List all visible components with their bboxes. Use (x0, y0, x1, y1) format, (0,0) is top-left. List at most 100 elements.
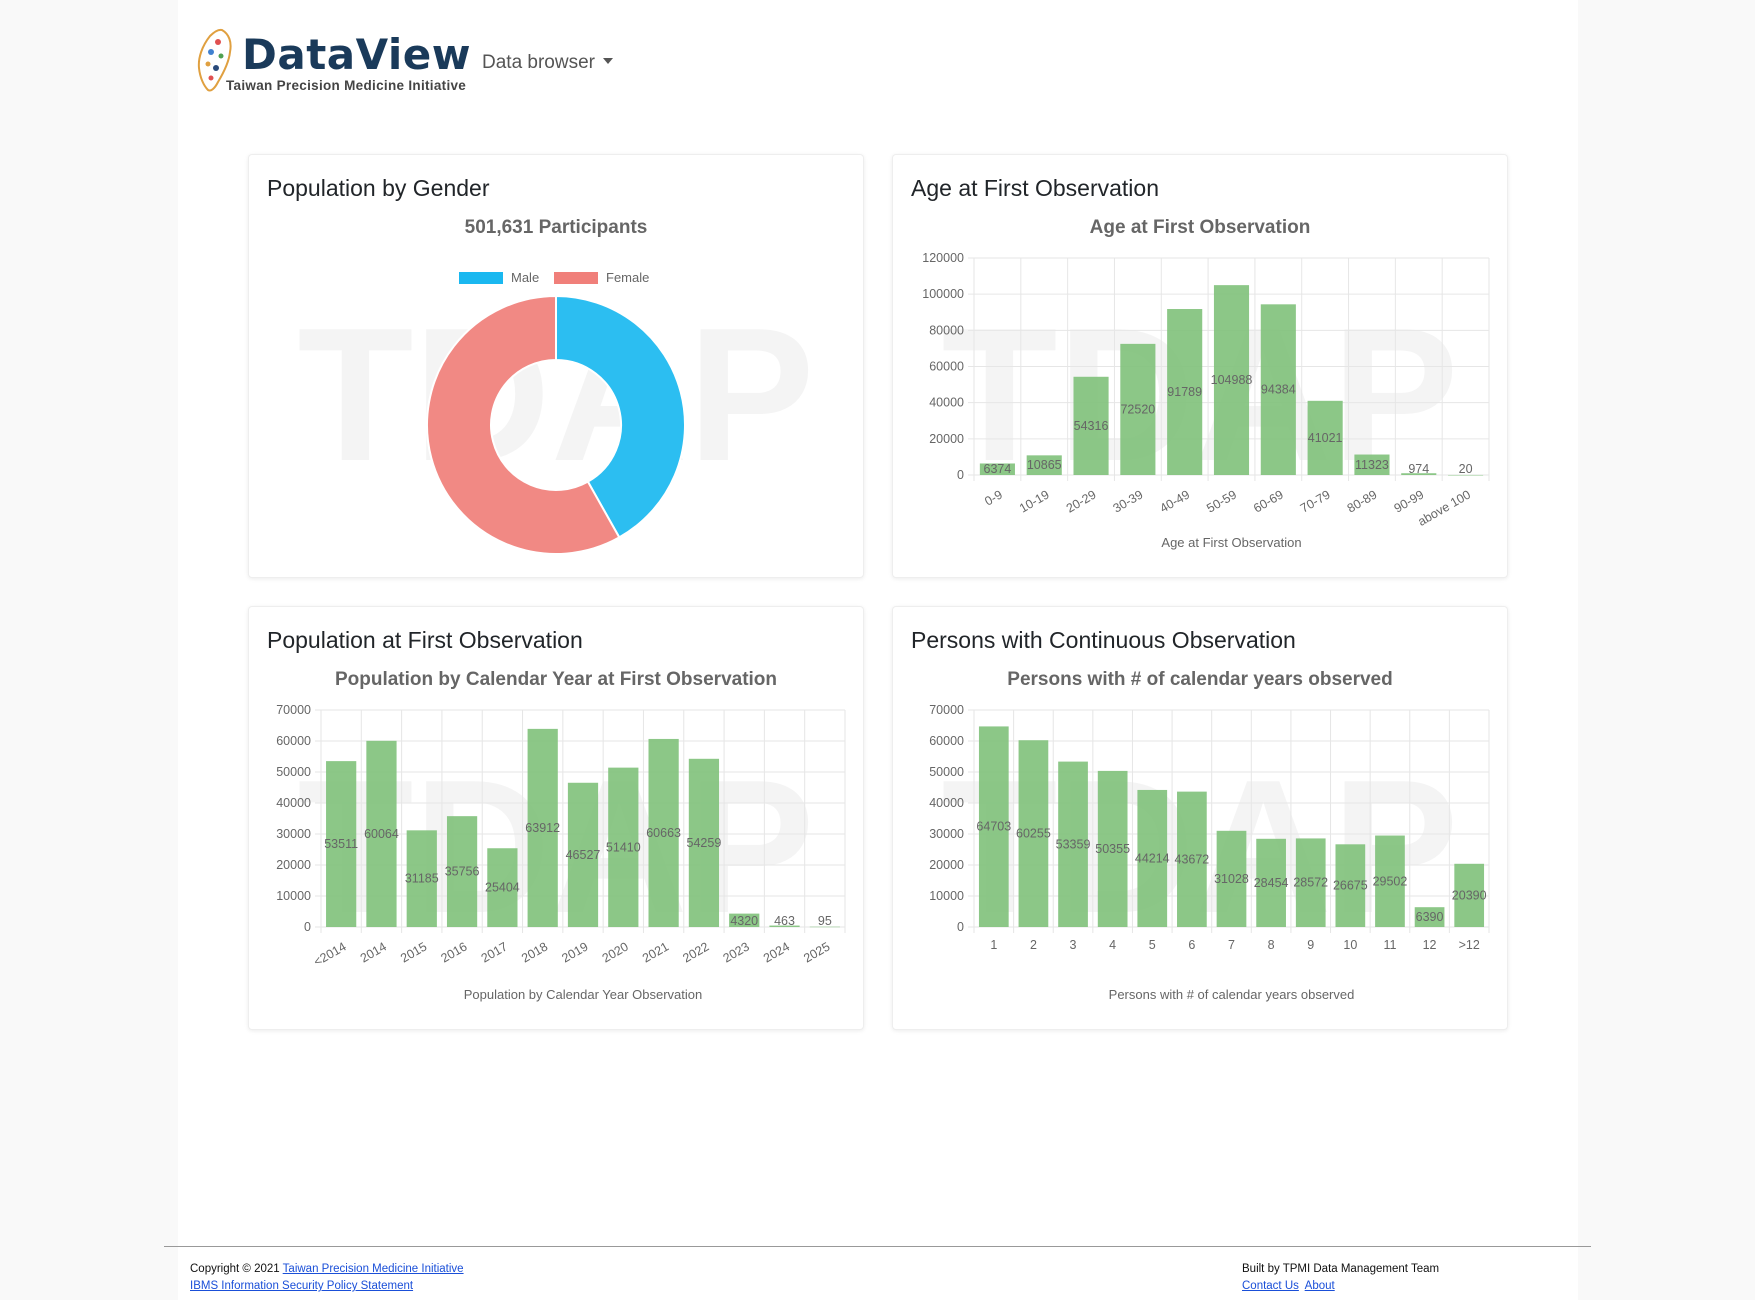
data-label: 91789 (1167, 385, 1202, 399)
y-tick-label: 60000 (929, 360, 964, 374)
y-tick-label: 20000 (276, 858, 311, 872)
tpmi-link[interactable]: Taiwan Precision Medicine Initiative (282, 1263, 464, 1275)
data-browser-dropdown[interactable]: Data browser (482, 52, 613, 74)
bar-50-59 (1213, 285, 1250, 475)
card-population-by-gender: Population by Gender 501,631 Participant… (248, 154, 864, 578)
bar->12 (1454, 863, 1485, 927)
security-policy-link[interactable]: IBMS Information Security Policy Stateme… (190, 1280, 414, 1292)
brand-title[interactable]: DataView (242, 30, 472, 79)
bar-2024 (769, 925, 800, 927)
data-label: 44214 (1135, 851, 1170, 865)
bar-9 (1295, 838, 1326, 927)
card-title: Age at First Observation (911, 175, 1159, 201)
data-label: 4320 (730, 914, 758, 928)
bar-3 (1058, 761, 1088, 927)
bar-8 (1256, 838, 1286, 927)
x-tick-label: 3 (1070, 938, 1077, 952)
x-tick-label: 11 (1383, 938, 1396, 952)
data-label: 31028 (1214, 872, 1249, 886)
footer-right: Built by TPMI Data Management Team Conta… (1242, 1261, 1439, 1295)
y-tick-label: 50000 (276, 765, 311, 779)
card-population-at-first-observation: Population at First Observation Populati… (248, 606, 864, 1030)
caret-down-icon (603, 57, 613, 64)
data-label: 6374 (984, 462, 1012, 476)
data-label: 51410 (606, 840, 641, 854)
bar-2022 (688, 758, 720, 927)
data-label: 64703 (976, 820, 1011, 834)
bar-2025 (809, 926, 840, 928)
data-label: 50355 (1095, 842, 1130, 856)
legend-label-female: Female (606, 270, 649, 285)
bar-1 (978, 726, 1009, 927)
x-tick-label: 2 (1030, 938, 1037, 952)
data-label: 31185 (405, 872, 439, 886)
x-tick-label: >12 (1459, 938, 1480, 952)
bar-2023 (729, 913, 760, 927)
bar-2021 (648, 738, 679, 927)
data-label: 10865 (1027, 458, 1062, 472)
about-link[interactable]: About (1304, 1280, 1335, 1292)
data-label: 6390 (1416, 910, 1444, 924)
x-axis-label: Population by Calendar Year Observation (464, 987, 703, 1002)
bar-4 (1097, 770, 1128, 927)
y-tick-label: 0 (957, 468, 964, 482)
x-tick-label: 12 (1423, 938, 1437, 952)
bar-2018 (527, 728, 558, 927)
card-continuous-observation: Persons with Continuous Observation Pers… (892, 606, 1508, 1030)
data-label: 41021 (1308, 431, 1343, 445)
bar-2015 (406, 830, 437, 927)
bar-2019 (567, 782, 599, 927)
bar-2016 (446, 816, 478, 927)
data-label: 463 (774, 914, 795, 928)
built-by-text: Built by TPMI Data Management Team (1242, 1263, 1440, 1275)
header: DataView Taiwan Precision Medicine Initi… (196, 22, 796, 102)
x-tick-label: 5 (1149, 938, 1156, 952)
bar-10-19 (1026, 455, 1062, 475)
data-label: 94384 (1261, 383, 1296, 397)
y-tick-label: 80000 (929, 323, 964, 337)
y-tick-label: 40000 (929, 396, 964, 410)
chart-title: Population by Calendar Year at First Obs… (335, 669, 777, 690)
x-tick-label: 4 (1109, 938, 1116, 952)
donut-slice-male (555, 294, 686, 539)
legend-swatch-female (554, 272, 598, 284)
x-tick-label: 9 (1307, 938, 1314, 952)
data-label: 60255 (1016, 827, 1051, 841)
bar-12 (1414, 907, 1445, 927)
contact-us-link[interactable]: Contact Us (1242, 1280, 1299, 1292)
footer-left: Copyright © 2021 Taiwan Precision Medici… (190, 1261, 464, 1295)
card-title: Population at First Observation (267, 627, 583, 653)
chart-title: 501,631 Participants (465, 217, 648, 238)
bar-10 (1335, 844, 1366, 927)
data-label: 54259 (687, 836, 722, 850)
data-label: 60663 (646, 826, 681, 840)
data-label: 43672 (1175, 852, 1210, 866)
donut-slice-female (426, 294, 621, 555)
year-bar-chart: Population by Calendar Year at First Obs… (276, 669, 846, 1002)
bar-2014 (366, 740, 397, 927)
continuous-bar-chart: Persons with # of calendar years observe… (929, 669, 1490, 1002)
x-tick-label: 1 (990, 938, 997, 952)
data-label: 35756 (445, 865, 480, 879)
bar-11 (1375, 835, 1405, 927)
bar-6 (1177, 791, 1207, 927)
bar-0-9 (979, 463, 1015, 475)
data-label: 53511 (324, 837, 358, 851)
card-age-at-first-observation: Age at First Observation Age at First Ob… (892, 154, 1508, 578)
y-tick-label: 10000 (929, 889, 964, 903)
data-label: 28454 (1254, 876, 1289, 890)
x-axis-label: Persons with # of calendar years observe… (1109, 987, 1355, 1002)
x-tick-label: 7 (1228, 938, 1235, 952)
data-label: 974 (1408, 462, 1429, 476)
card-title: Persons with Continuous Observation (911, 627, 1296, 653)
y-tick-label: 40000 (276, 796, 311, 810)
data-label: 72520 (1120, 402, 1155, 416)
bar-2 (1018, 740, 1049, 927)
x-tick-label: 10 (1343, 938, 1357, 952)
data-label: 53359 (1056, 837, 1091, 851)
data-label: 28572 (1293, 876, 1328, 890)
data-browser-label: Data browser (482, 52, 595, 73)
data-label: 60064 (364, 827, 399, 841)
y-tick-label: 0 (957, 920, 964, 934)
taiwan-map-logo-icon[interactable] (196, 28, 236, 94)
